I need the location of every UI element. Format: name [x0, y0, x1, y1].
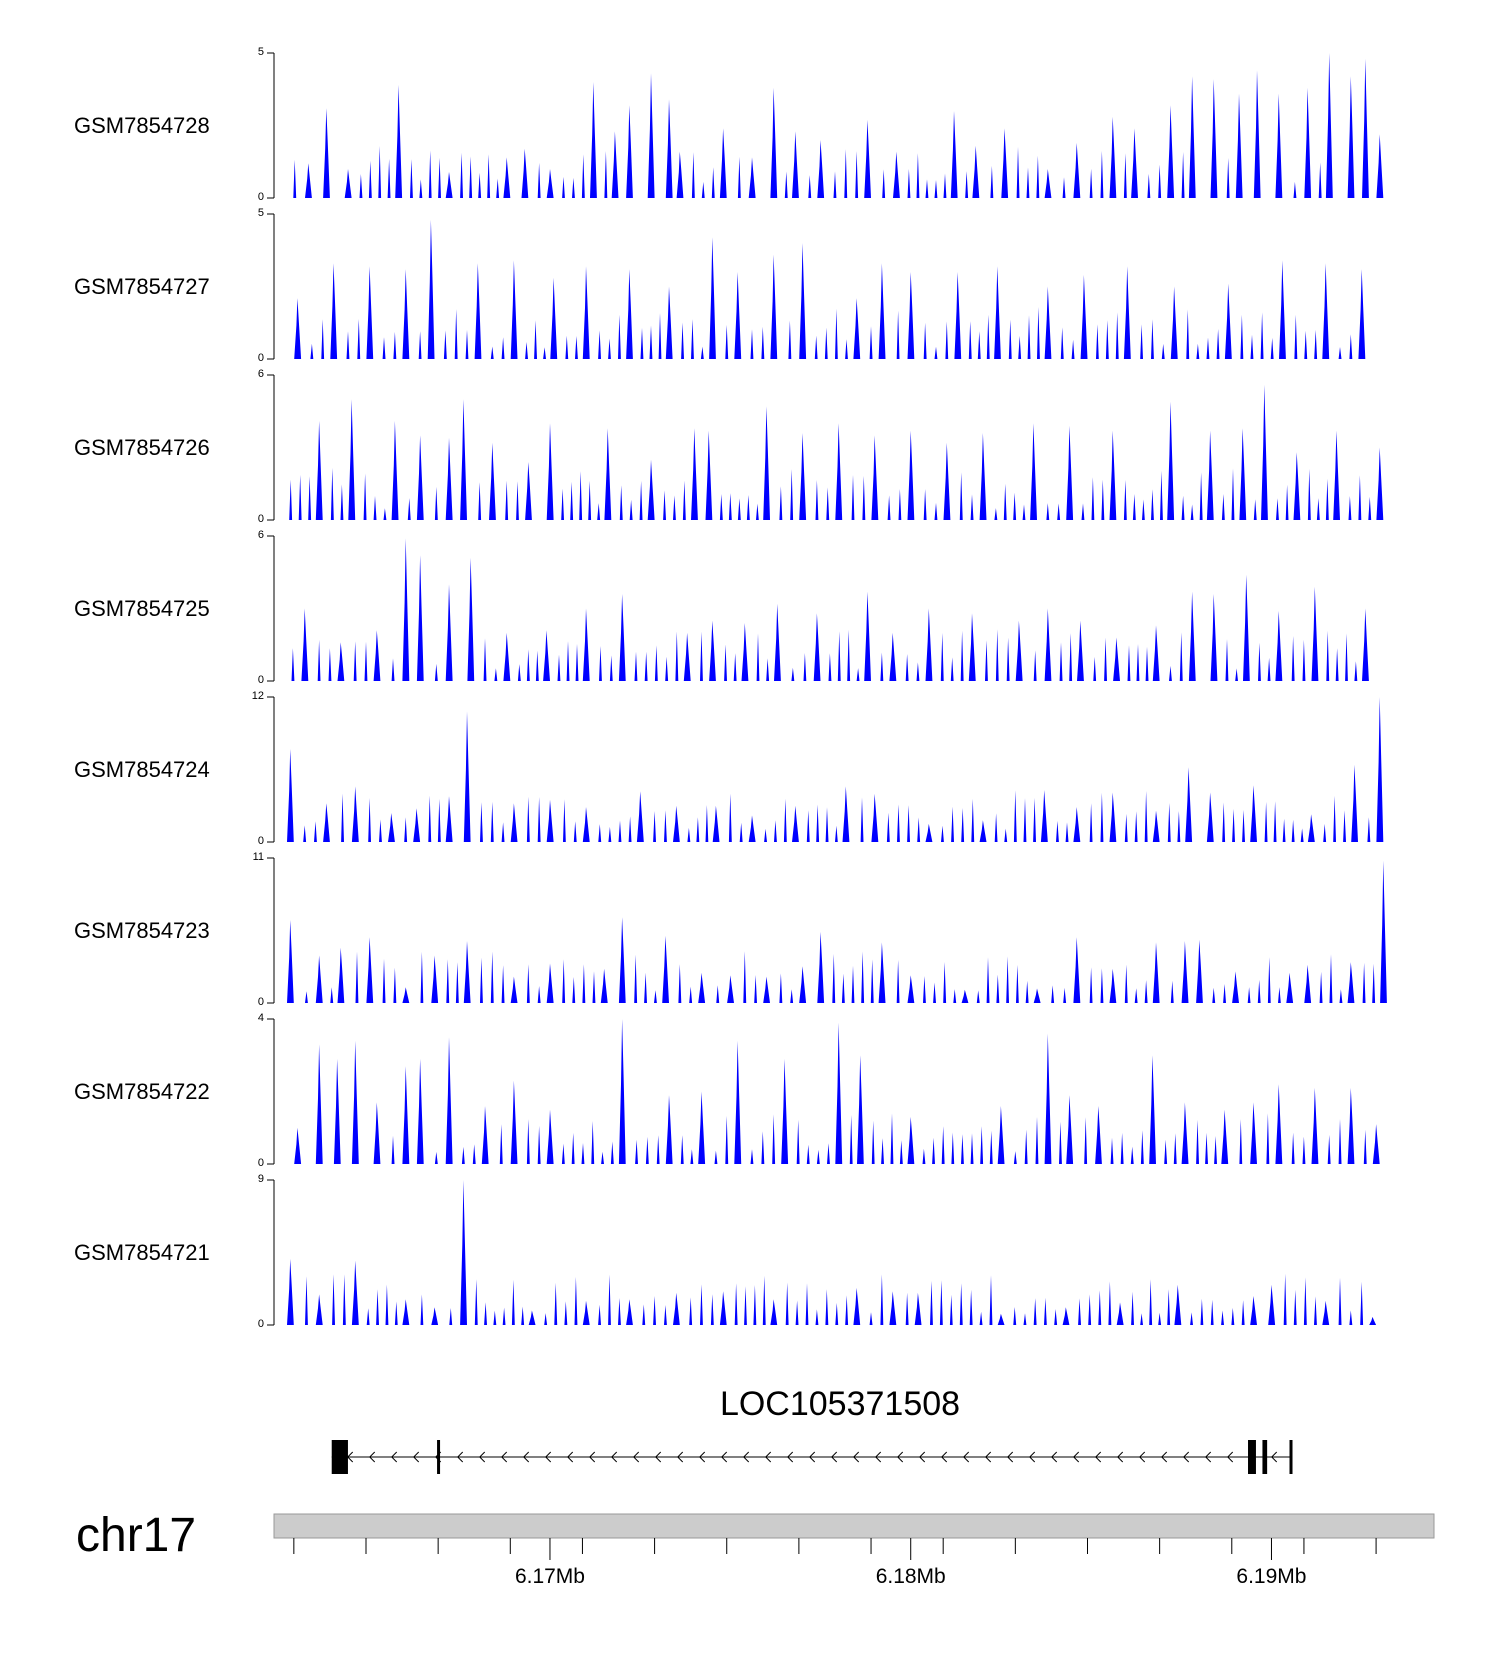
- x-tick-label: 6.17Mb: [514, 1565, 585, 1588]
- signal-area: [281, 860, 1433, 1003]
- strand-arrow: [611, 1451, 618, 1463]
- y-tick-label-min: 0: [257, 191, 264, 203]
- y-tick-label-max: 11: [252, 851, 264, 863]
- strand-arrow: [1183, 1451, 1190, 1463]
- y-tick-label-min: 0: [257, 1318, 264, 1330]
- strand-arrow: [1271, 1451, 1278, 1463]
- strand-arrow: [633, 1451, 640, 1463]
- track-GSM7854722: [267, 1018, 1433, 1165]
- strand-arrow: [875, 1451, 882, 1463]
- track-GSM7854725: [267, 535, 1433, 682]
- strand-arrow: [1095, 1451, 1102, 1463]
- y-tick-label-max: 4: [257, 1012, 264, 1024]
- track-GSM7854723: [267, 857, 1433, 1004]
- y-tick-label-min: 0: [257, 996, 264, 1008]
- genomic-axis: [293, 1538, 1377, 1560]
- signal-area: [281, 384, 1433, 520]
- strand-arrow: [919, 1451, 926, 1463]
- strand-arrow: [523, 1451, 530, 1463]
- strand-arrow: [413, 1451, 420, 1463]
- y-tick-label-min: 0: [257, 513, 264, 525]
- track-label: GSM7854726: [74, 434, 210, 460]
- y-tick-label-min: 0: [257, 352, 264, 364]
- strand-arrow: [897, 1451, 904, 1463]
- signal-area: [281, 53, 1433, 198]
- strand-arrow: [1139, 1451, 1146, 1463]
- strand-arrow: [1227, 1451, 1234, 1463]
- chromosome-label: chr17: [76, 1509, 197, 1562]
- exon: [331, 1440, 348, 1474]
- y-tick-label-min: 0: [257, 1157, 264, 1169]
- strand-arrow: [699, 1451, 706, 1463]
- y-tick-label-max: 9: [257, 1173, 264, 1185]
- strand-arrow: [567, 1451, 574, 1463]
- strand-arrow: [369, 1451, 376, 1463]
- strand-arrow: [1051, 1451, 1058, 1463]
- strand-arrow: [589, 1451, 596, 1463]
- track-label: GSM7854724: [74, 756, 210, 782]
- signal-area: [281, 538, 1433, 681]
- y-tick-label-max: 6: [257, 368, 264, 380]
- strand-arrow: [721, 1451, 728, 1463]
- strand-arrow: [655, 1451, 662, 1463]
- signal-area: [281, 697, 1433, 842]
- strand-arrow: [391, 1451, 398, 1463]
- y-tick-label-max: 5: [257, 207, 264, 219]
- y-tick-label-min: 0: [257, 674, 264, 686]
- strand-arrow: [765, 1451, 772, 1463]
- strand-arrow: [1073, 1451, 1080, 1463]
- track-GSM7854728: [267, 52, 1433, 199]
- strand-arrow: [1161, 1451, 1168, 1463]
- strand-arrow: [545, 1451, 552, 1463]
- track-label: GSM7854721: [74, 1239, 210, 1265]
- track-label: GSM7854728: [74, 112, 210, 138]
- strand-arrow: [831, 1451, 838, 1463]
- strand-arrow: [479, 1451, 486, 1463]
- strand-arrow: [787, 1451, 794, 1463]
- track-GSM7854727: [267, 213, 1433, 360]
- strand-arrow: [1007, 1451, 1014, 1463]
- track-label: GSM7854727: [74, 273, 210, 299]
- strand-arrow: [809, 1451, 816, 1463]
- signal-area: [281, 1019, 1433, 1164]
- track-GSM7854721: [267, 1179, 1433, 1326]
- strand-arrow: [985, 1451, 992, 1463]
- exon: [437, 1440, 441, 1474]
- strand-arrow: [1029, 1451, 1036, 1463]
- strand-arrow: [743, 1451, 750, 1463]
- strand-arrow: [853, 1451, 860, 1463]
- signal-area: [281, 1180, 1433, 1325]
- y-tick-label-max: 6: [257, 529, 264, 541]
- strand-arrow: [941, 1451, 948, 1463]
- strand-arrow: [1117, 1451, 1124, 1463]
- track-GSM7854724: [267, 696, 1433, 843]
- exon: [1262, 1440, 1268, 1474]
- strand-arrow: [501, 1451, 508, 1463]
- gene-label: LOC105371508: [719, 1385, 961, 1423]
- strand-arrow: [963, 1451, 970, 1463]
- strand-arrow: [1205, 1451, 1212, 1463]
- track-label: GSM7854722: [74, 1078, 210, 1104]
- strand-arrow: [677, 1451, 684, 1463]
- y-tick-label-min: 0: [257, 835, 264, 847]
- strand-arrow: [457, 1451, 464, 1463]
- x-tick-label: 6.19Mb: [1236, 1565, 1307, 1588]
- signal-area: [281, 219, 1433, 359]
- x-tick-label: 6.18Mb: [875, 1565, 946, 1588]
- track-label: GSM7854723: [74, 917, 210, 943]
- chromosome-ideogram: [273, 1513, 1435, 1539]
- signal-tracks: [267, 52, 1433, 1326]
- y-tick-label-max: 12: [251, 690, 264, 702]
- track-GSM7854726: [267, 374, 1433, 521]
- exon: [1289, 1440, 1293, 1474]
- track-label: GSM7854725: [74, 595, 210, 621]
- gene-model: [331, 1440, 1293, 1474]
- exon: [1248, 1440, 1256, 1474]
- y-tick-label-max: 5: [257, 46, 264, 58]
